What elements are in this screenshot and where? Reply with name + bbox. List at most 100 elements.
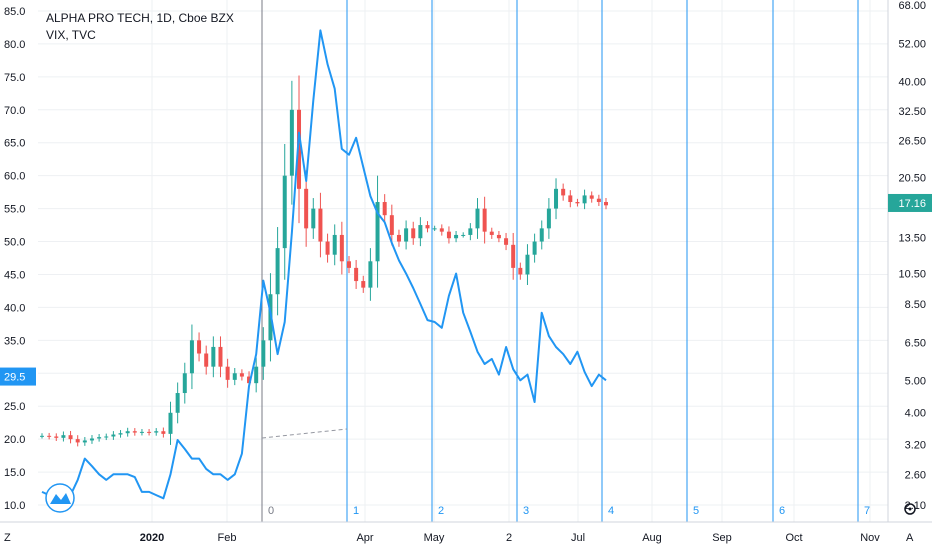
- left-axis-tick-label: 10.0: [4, 500, 25, 512]
- candle-body: [489, 231, 494, 235]
- time-axis-tick-label: Nov: [860, 532, 880, 544]
- candle-body: [432, 228, 437, 230]
- cycle-marker-label: 5: [693, 505, 699, 517]
- left-axis-tick-label: 85.0: [4, 6, 25, 18]
- right-axis-tick-label: 8.50: [905, 299, 926, 311]
- candle-body: [332, 234, 337, 255]
- left-axis-tick-label: 75.0: [4, 72, 25, 84]
- vix-series-line: [41, 29, 607, 500]
- candle-body: [454, 234, 459, 239]
- candle-body: [125, 431, 130, 434]
- candle-body: [139, 431, 144, 433]
- left-axis-tick-label: 45.0: [4, 269, 25, 281]
- right-axis-tick-label: 10.50: [898, 269, 926, 281]
- right-axis-tick-label: 40.00: [898, 76, 926, 88]
- candle-body: [346, 261, 351, 268]
- candle-body: [225, 366, 230, 380]
- candle-body: [482, 208, 487, 232]
- candle-body: [275, 248, 280, 295]
- left-axis-tick-label: 20.0: [4, 434, 25, 446]
- right-axis-tick-label: 6.50: [905, 338, 926, 350]
- candle-body: [304, 188, 309, 229]
- candle-body: [461, 234, 466, 236]
- cycle-marker-label: 4: [608, 505, 614, 517]
- logo-mountain: [50, 493, 71, 504]
- gear-icon-hub: [908, 507, 912, 511]
- candle-body: [182, 373, 187, 394]
- candle-body: [354, 267, 359, 282]
- candle-body: [418, 225, 423, 239]
- candle-body: [546, 208, 551, 229]
- time-axis-tick-label: Jul: [571, 532, 585, 544]
- left-axis-tick-label: 80.0: [4, 39, 25, 51]
- candle-body: [325, 241, 330, 255]
- time-axis-panel: [0, 522, 932, 550]
- right-price-badge-label: 17.16: [898, 198, 926, 210]
- left-axis-tick-label: 25.0: [4, 401, 25, 413]
- candle-body: [446, 231, 451, 239]
- candle-body: [311, 208, 316, 229]
- candle-body: [518, 267, 523, 275]
- cycle-marker-label: 0: [268, 505, 274, 517]
- right-axis-tick-label: 20.50: [898, 172, 926, 184]
- candle-body: [561, 188, 566, 196]
- candle-body: [197, 340, 202, 354]
- left-axis-tick-label: 35.0: [4, 335, 25, 347]
- left-axis-tick-label: 50.0: [4, 237, 25, 249]
- left-price-badge: [0, 367, 36, 386]
- candle-body: [589, 195, 594, 199]
- zoom-z-button[interactable]: Z: [4, 532, 11, 544]
- candle-body: [504, 238, 509, 245]
- candle-body: [525, 254, 530, 275]
- logo-circle: [45, 483, 75, 513]
- candle-body: [396, 234, 401, 242]
- right-axis-tick-label: 32.50: [898, 106, 926, 118]
- right-axis-tick-label: 68.00: [898, 0, 926, 12]
- chart-title: ALPHA PRO TECH, 1D, Cboe BZX: [46, 11, 234, 25]
- candle-body: [289, 109, 294, 176]
- candle-body: [75, 439, 80, 443]
- time-axis-tick-label: Apr: [356, 532, 373, 544]
- candle-body: [189, 340, 194, 374]
- candle-body: [368, 261, 373, 288]
- auto-scale-a-button[interactable]: A: [906, 532, 914, 544]
- time-axis-tick-label: May: [424, 532, 445, 544]
- candle-body: [89, 438, 94, 441]
- time-axis-tick-label: Feb: [218, 532, 237, 544]
- candle-body: [411, 228, 416, 239]
- chart-secondary-title: VIX, TVC: [46, 28, 96, 42]
- gear-icon[interactable]: [904, 503, 916, 515]
- candle-body: [61, 435, 66, 438]
- right-axis-panel: [888, 0, 932, 522]
- candle-body: [218, 346, 223, 367]
- candle-body: [375, 202, 380, 262]
- right-axis-tick-label: 13.50: [898, 232, 926, 244]
- right-axis-tick-label: 3.20: [905, 439, 926, 451]
- time-axis-tick-label: Sep: [712, 532, 732, 544]
- candle-body: [361, 281, 366, 288]
- right-axis-tick-label: 5.00: [905, 375, 926, 387]
- candle-body: [161, 431, 166, 434]
- time-axis-tick-label: 2: [506, 532, 512, 544]
- left-axis-tick-label: 65.0: [4, 138, 25, 150]
- candle-body: [40, 435, 44, 437]
- candle-body: [532, 241, 537, 255]
- candle-body: [439, 228, 444, 232]
- candle-body: [54, 436, 59, 438]
- candle-body: [539, 228, 544, 242]
- candle-body: [232, 373, 237, 380]
- cycle-marker-label: 2: [438, 505, 444, 517]
- candle-body: [496, 234, 501, 239]
- cycle-marker-label: 1: [353, 505, 359, 517]
- left-axis-tick-label: 70.0: [4, 105, 25, 117]
- tradingview-logo-icon[interactable]: [45, 483, 75, 513]
- candle-body: [382, 202, 387, 216]
- time-axis-tick-label: Oct: [785, 532, 802, 544]
- candle-body: [604, 202, 608, 206]
- candle-body: [204, 353, 209, 367]
- candle-body: [554, 188, 559, 209]
- candle-body: [132, 431, 137, 433]
- left-axis-tick-label: 60.0: [4, 171, 25, 183]
